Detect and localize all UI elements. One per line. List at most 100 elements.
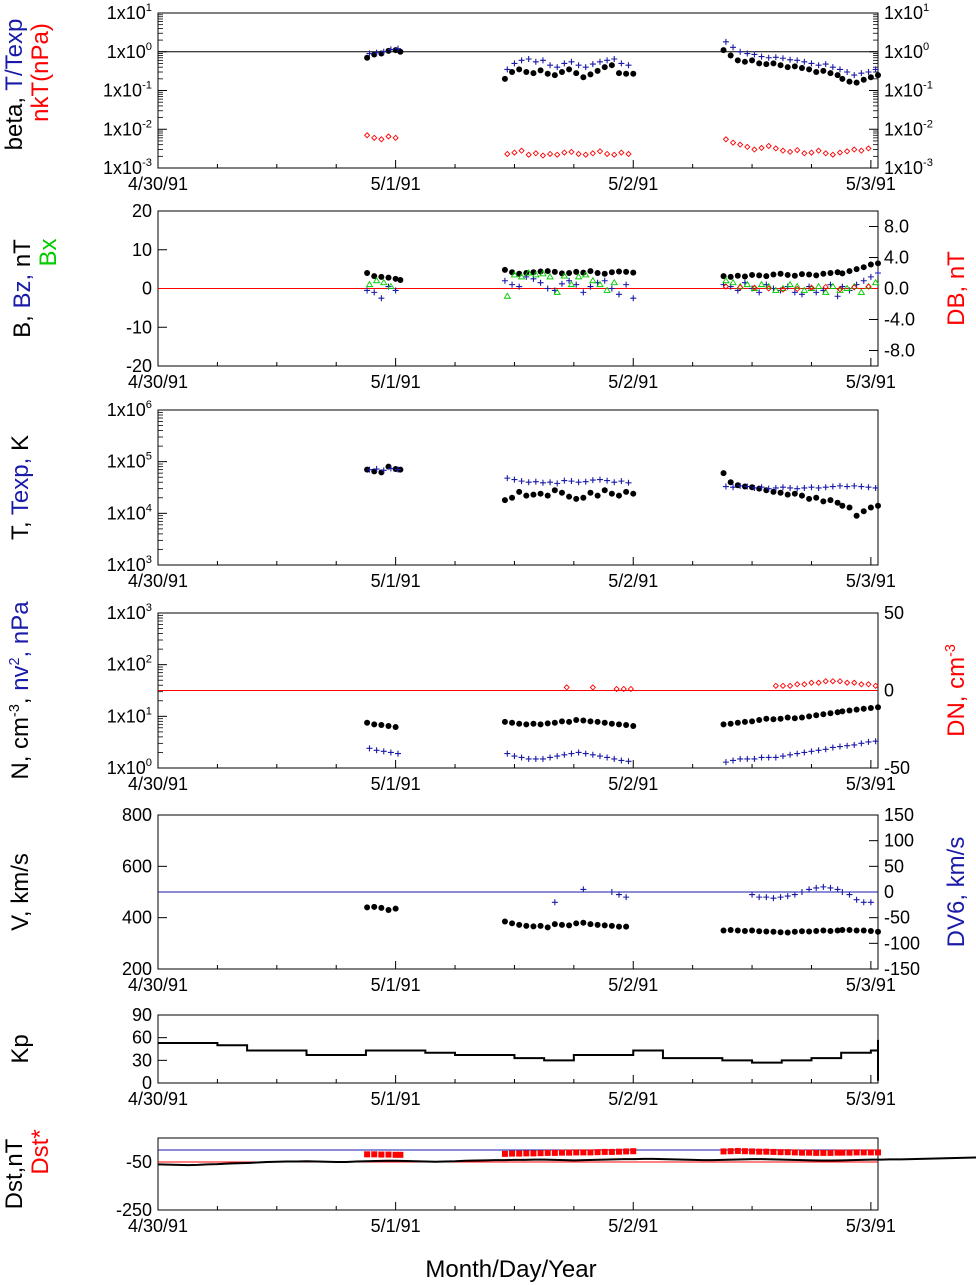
data-point-40 <box>834 293 841 300</box>
x-tick-label: 4/30/91 <box>128 975 188 995</box>
data-point-14 <box>558 489 565 496</box>
data-point-15 <box>566 1149 573 1156</box>
data-point-14 <box>566 922 573 929</box>
data-point-0 <box>364 904 371 911</box>
data-point-16 <box>573 495 580 502</box>
data-point-46 <box>867 504 874 511</box>
data-point-6 <box>511 753 518 760</box>
data-point-41 <box>851 741 858 748</box>
data-point-30 <box>772 754 779 761</box>
data-point-11 <box>791 891 798 898</box>
data-point-7 <box>509 494 516 501</box>
data-point-9 <box>777 894 784 901</box>
data-point-5 <box>504 66 511 73</box>
data-point-7 <box>518 147 525 154</box>
data-point-2 <box>378 1151 385 1158</box>
data-point-37 <box>806 271 813 278</box>
data-point-27 <box>751 755 758 762</box>
data-point-20 <box>722 276 730 284</box>
data-point-39 <box>820 498 827 505</box>
data-point-29 <box>749 484 756 491</box>
tick-label: 800 <box>122 805 152 825</box>
data-point-42 <box>858 70 865 77</box>
data-point-3 <box>387 749 394 756</box>
data-point-2 <box>378 273 385 280</box>
data-point-39 <box>836 66 843 73</box>
data-point-27 <box>734 1147 741 1154</box>
data-point-26 <box>727 273 734 280</box>
data-point-27 <box>751 484 758 491</box>
data-point-26 <box>727 52 734 59</box>
data-point-31 <box>779 484 786 491</box>
data-point-11 <box>544 924 551 931</box>
data-point-16 <box>580 289 587 296</box>
data-point-11 <box>544 285 551 292</box>
x-tick-label: 5/1/91 <box>371 372 421 392</box>
data-point-22 <box>615 1148 622 1155</box>
data-point-18 <box>839 889 846 895</box>
data-point-19 <box>604 477 611 484</box>
data-point-17 <box>587 718 594 725</box>
data-point-2 <box>380 48 387 55</box>
data-point-12 <box>554 480 561 487</box>
data-point-20 <box>853 896 860 903</box>
data-point-38 <box>813 69 820 76</box>
data-point-16 <box>580 717 587 724</box>
data-point-44 <box>853 79 860 86</box>
data-point-13 <box>561 751 568 758</box>
data-point-7 <box>518 754 525 761</box>
data-point-40 <box>844 483 851 490</box>
data-point-31 <box>763 61 770 68</box>
tick-label: 1x10-1 <box>103 80 152 101</box>
data-point-13 <box>558 280 565 287</box>
data-point-15 <box>566 493 573 500</box>
data-point-17 <box>580 74 587 81</box>
data-point-42 <box>839 1149 846 1156</box>
data-point-46 <box>867 261 874 268</box>
right-y-axis-label: DV6, km/s <box>943 837 970 948</box>
data-point-23 <box>623 488 630 495</box>
data-point-45 <box>867 273 874 280</box>
data-point-8 <box>516 1150 523 1157</box>
panel-beta: 1x101 1x100 1x10-1 1x10-2 1x10-3 1x101 1x100 1x… <box>1 2 933 194</box>
data-point-9 <box>532 150 539 157</box>
data-point-43 <box>846 504 853 511</box>
plot-frame <box>157 1014 879 1084</box>
data-point-36 <box>815 747 822 754</box>
tick-label: 90 <box>132 1005 152 1025</box>
tick-label: 10 <box>132 240 152 260</box>
data-point-30 <box>772 54 779 61</box>
data-point-46 <box>875 270 881 276</box>
data-point-8 <box>525 151 532 158</box>
data-point-35 <box>791 490 798 497</box>
data-point-16 <box>827 884 834 891</box>
data-point-17 <box>587 921 594 928</box>
data-point-20 <box>611 479 618 486</box>
series-2 <box>363 132 872 159</box>
data-point-6 <box>511 149 518 156</box>
tick-label: 50 <box>884 856 904 876</box>
data-point-33 <box>777 62 784 69</box>
data-point-23 <box>720 927 727 934</box>
data-point-19 <box>603 150 611 158</box>
data-point-3 <box>620 685 627 693</box>
data-point-21 <box>608 62 615 69</box>
data-point-28 <box>758 53 765 60</box>
data-point-19 <box>604 57 611 64</box>
x-tick-label: 4/30/91 <box>128 372 188 392</box>
data-point-39 <box>827 710 834 717</box>
data-point-3 <box>385 274 392 281</box>
data-point-1 <box>373 466 380 473</box>
data-point-7 <box>509 1150 516 1157</box>
panel-n: 1x103 1x102 1x101 1x100 50 0 -50 4/30/91 5/1/91 5… <box>7 601 970 794</box>
x-tick-label: 5/2/91 <box>608 975 658 995</box>
data-point-27 <box>734 272 741 279</box>
data-point-28 <box>758 484 765 491</box>
data-point-14 <box>568 58 575 65</box>
data-point-15 <box>566 66 573 73</box>
data-point-35 <box>808 484 815 491</box>
data-point-15 <box>575 749 582 756</box>
x-tick-label: 5/3/91 <box>846 174 896 194</box>
data-point-7 <box>822 283 829 291</box>
data-point-4 <box>627 685 635 693</box>
